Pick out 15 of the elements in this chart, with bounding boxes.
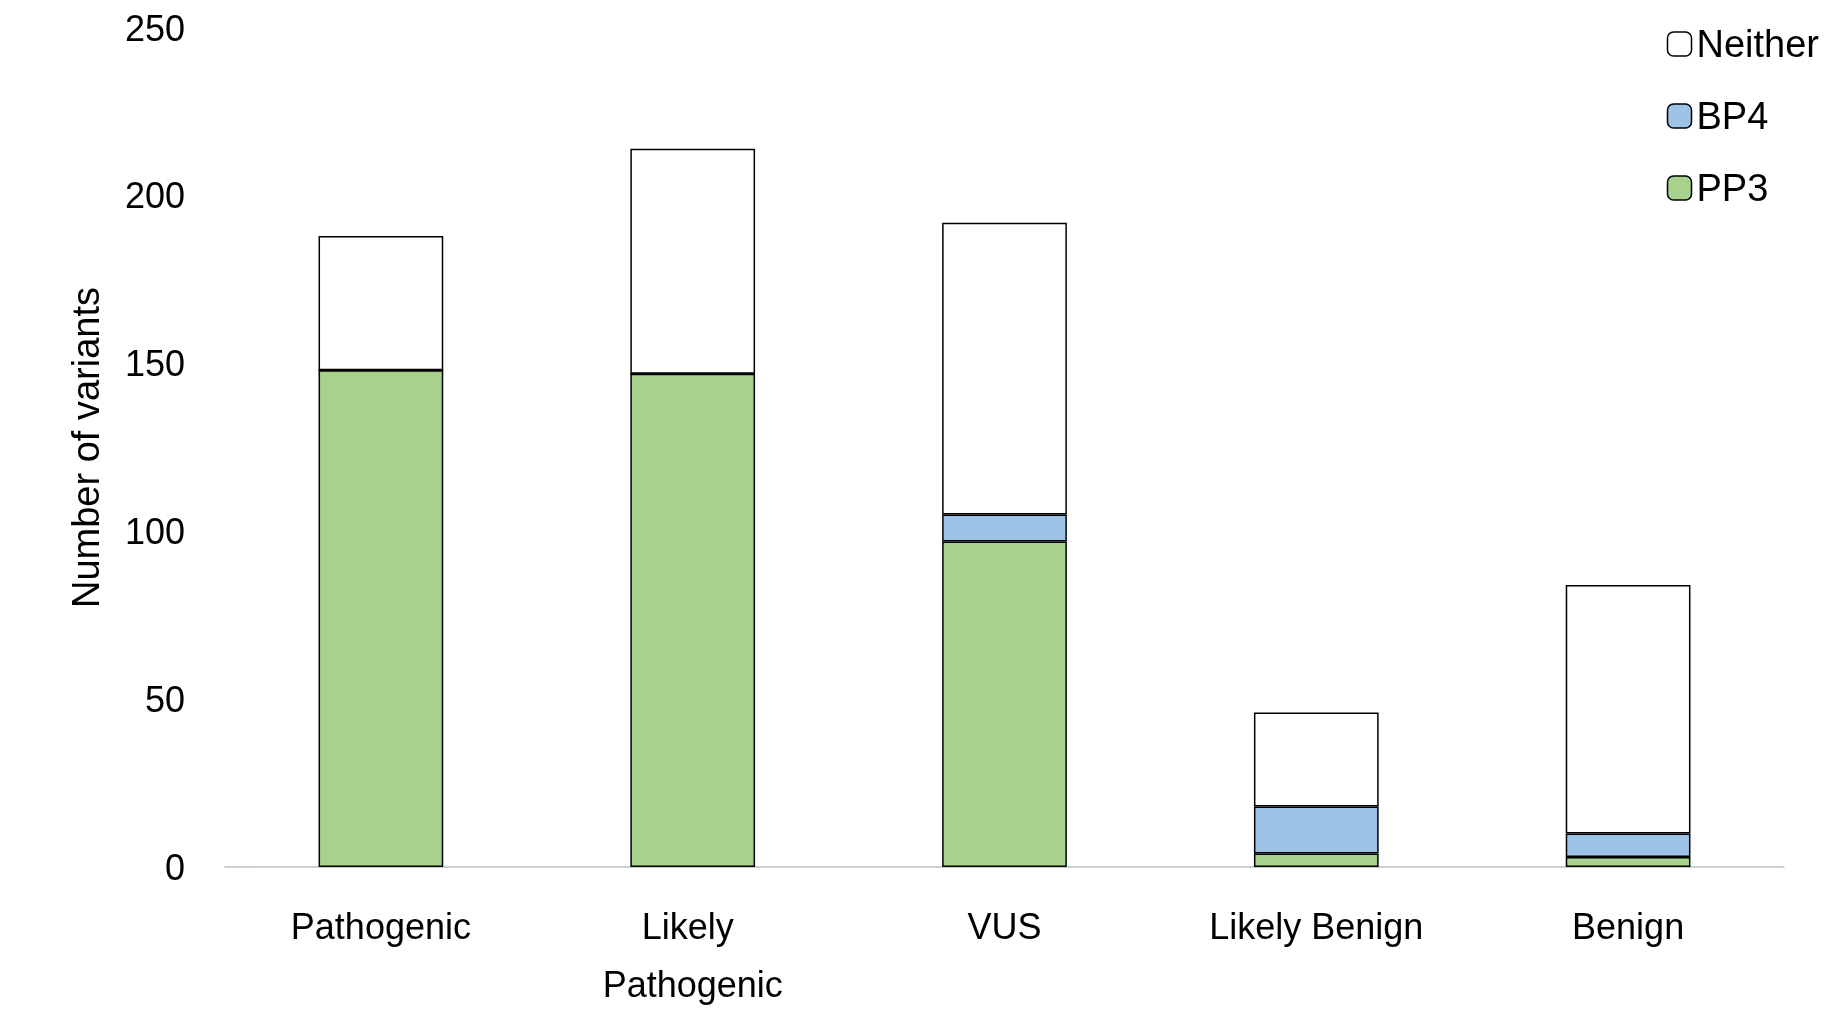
y-tick-label: 200 bbox=[124, 175, 185, 217]
x-tick-label: Likely Pathogenic bbox=[602, 905, 783, 1005]
y-tick-label: 50 bbox=[144, 678, 185, 720]
x-tick-label: VUS bbox=[967, 905, 1042, 947]
y-axis-title: Number of variants bbox=[65, 286, 107, 609]
legend-label: Neither bbox=[1696, 23, 1820, 65]
x-tick-label: Benign bbox=[1572, 905, 1685, 947]
legend-label: BP4 bbox=[1696, 95, 1769, 137]
x-tick-label: Pathogenic bbox=[290, 905, 471, 947]
legend-label: PP3 bbox=[1696, 167, 1769, 209]
y-tick-label: 250 bbox=[124, 7, 185, 49]
y-tick-label: 150 bbox=[124, 343, 185, 385]
x-tick-label: Likely Benign bbox=[1209, 905, 1424, 947]
y-tick-label: 0 bbox=[164, 846, 185, 888]
y-tick-label: 100 bbox=[124, 510, 185, 552]
